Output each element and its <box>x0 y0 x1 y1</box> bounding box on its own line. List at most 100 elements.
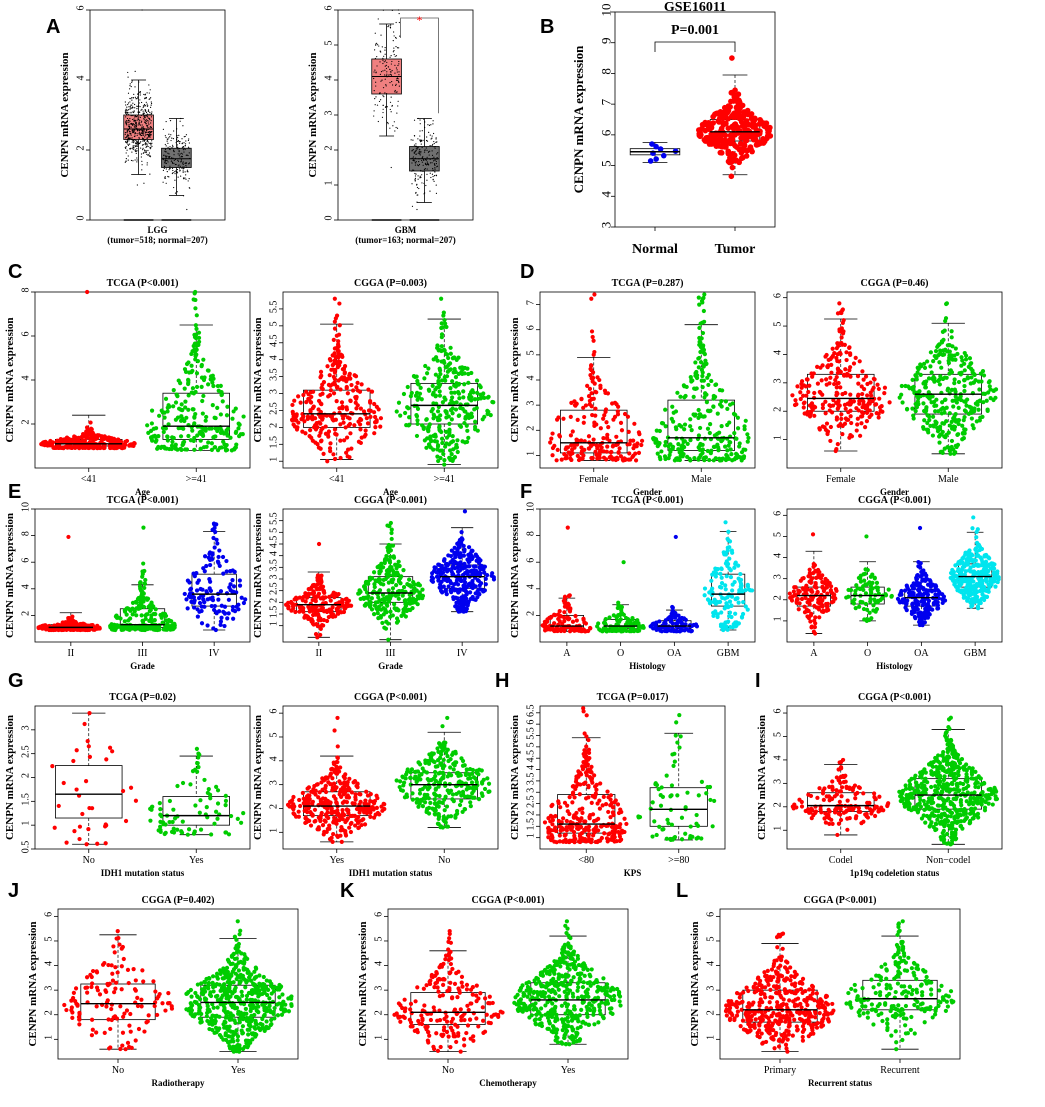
data-point <box>413 119 416 121</box>
data-point <box>142 134 144 136</box>
data-point->=41 <box>396 400 402 405</box>
data-point <box>141 128 143 130</box>
data-point-Tumor <box>713 131 720 138</box>
data-point <box>422 158 425 161</box>
data-point <box>392 40 394 42</box>
data-point <box>146 103 148 105</box>
data-point <box>143 139 145 141</box>
data-point <box>375 81 377 83</box>
data-point <box>398 47 400 49</box>
data-point-Male <box>945 388 950 393</box>
data-point->=41 <box>442 317 447 323</box>
data-point <box>178 147 181 150</box>
data-point <box>145 121 147 123</box>
data-point <box>167 152 169 154</box>
data-point-Male <box>691 394 696 399</box>
data-point-Male <box>937 440 942 445</box>
data-point-IV <box>195 580 200 585</box>
data-point-<41 <box>338 387 343 392</box>
data-point <box>169 120 172 122</box>
data-point-IV <box>197 600 203 606</box>
data-point-II <box>315 582 320 587</box>
data-point <box>149 135 151 137</box>
data-point-Male <box>991 397 996 403</box>
data-point->=41 <box>210 403 215 408</box>
data-point-Female <box>815 364 820 369</box>
data-point-<41 <box>336 378 341 383</box>
data-point <box>147 141 149 143</box>
data-point <box>136 97 138 100</box>
data-point-Female <box>589 296 594 301</box>
data-point <box>144 98 146 100</box>
data-point-<41 <box>345 391 350 396</box>
data-point-III <box>368 600 373 605</box>
data-point <box>149 156 152 158</box>
data-point-Male <box>930 414 936 419</box>
data-point-Male <box>918 372 923 377</box>
data-point->=41 <box>475 428 480 433</box>
data-point-IV <box>196 596 202 601</box>
data-point <box>128 140 130 142</box>
data-point-Tumor <box>748 111 755 117</box>
data-point <box>416 201 418 203</box>
data-point->=41 <box>192 415 197 420</box>
data-point-Female <box>882 385 888 390</box>
data-point-Male <box>717 456 722 461</box>
data-point-Male <box>727 420 732 425</box>
data-point <box>423 169 426 171</box>
data-point-Female <box>875 382 880 387</box>
data-point-III <box>407 596 413 601</box>
data-point-IV <box>208 596 213 601</box>
data-point-Male <box>911 416 916 421</box>
data-point <box>374 57 376 60</box>
data-point-III <box>365 596 370 601</box>
data-point-Female <box>829 362 834 368</box>
data-point-III <box>385 597 391 602</box>
data-point-Female <box>857 359 862 364</box>
data-point-Male <box>702 455 707 460</box>
chart-title: CGGA (P<0.001) <box>354 495 427 506</box>
data-point-II <box>315 573 321 578</box>
data-point-Female <box>575 453 580 459</box>
data-point <box>419 119 421 121</box>
data-point <box>136 105 138 107</box>
data-point-Female <box>862 425 868 430</box>
data-point-<41 <box>320 387 325 392</box>
data-point-Female <box>561 416 566 421</box>
data-point <box>145 111 148 114</box>
data-point-III <box>391 554 396 559</box>
data-point <box>137 111 139 113</box>
data-point-Male <box>742 424 747 429</box>
data-point <box>134 86 136 88</box>
data-point-Male <box>725 406 730 411</box>
data-point <box>435 141 437 143</box>
data-point-Female <box>873 402 878 407</box>
data-point <box>373 90 375 92</box>
data-point <box>135 124 137 126</box>
data-point <box>176 170 178 173</box>
data-point <box>131 97 133 99</box>
data-point <box>421 130 423 132</box>
data-point <box>137 117 139 119</box>
data-point-Female <box>860 391 865 397</box>
data-point-Female <box>812 390 817 396</box>
data-point->=41 <box>461 389 466 394</box>
data-point-<41 <box>328 441 333 446</box>
data-point-<41 <box>334 399 339 404</box>
data-point <box>416 184 418 186</box>
data-point-III <box>130 600 136 605</box>
x-tick-label: >=41 <box>186 474 207 485</box>
data-point-Male <box>921 426 926 431</box>
data-point-Tumor <box>734 98 740 104</box>
y-tick-label: 5.5 <box>269 301 280 314</box>
data-point-Female <box>586 446 591 451</box>
data-point-Male <box>951 404 956 409</box>
data-point-IV <box>195 614 200 619</box>
data-point-Female <box>568 433 574 438</box>
data-point-III <box>382 600 387 605</box>
data-point-Female <box>825 429 831 434</box>
data-point <box>429 150 431 152</box>
data-point <box>149 128 151 130</box>
y-tick-label: 4 <box>526 376 537 381</box>
data-point-Male <box>962 383 967 389</box>
